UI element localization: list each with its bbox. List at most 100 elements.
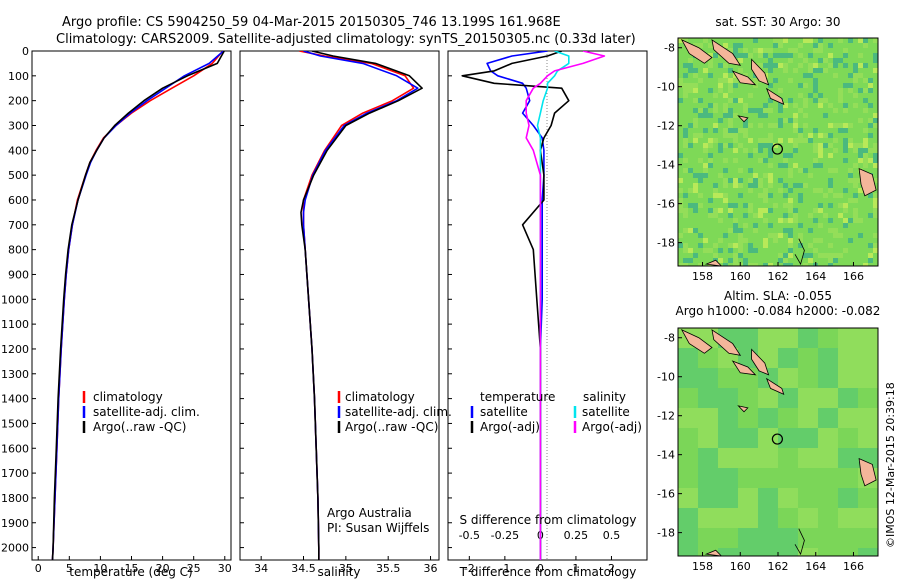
map-cell <box>863 108 868 113</box>
map-cell <box>713 103 718 108</box>
map-cell <box>843 218 848 223</box>
map-cell <box>843 53 848 58</box>
map-cell <box>693 183 698 188</box>
map-cell <box>798 408 818 428</box>
map-cell <box>783 63 788 68</box>
map-x-tick-label: 160 <box>730 270 751 283</box>
map-cell <box>758 123 763 128</box>
map-cell <box>818 388 838 408</box>
map-cell <box>678 348 698 368</box>
map-cell <box>858 88 863 93</box>
map-cell <box>838 88 843 93</box>
map-cell <box>838 488 858 508</box>
map-cell <box>863 38 868 43</box>
map-cell <box>778 188 783 193</box>
map-cell <box>838 328 858 348</box>
map-cell <box>753 248 758 253</box>
map-cell <box>788 138 793 143</box>
map-cell <box>763 108 768 113</box>
map-cell <box>788 98 793 103</box>
map-cell <box>773 123 778 128</box>
map-cell <box>798 53 803 58</box>
map-cell <box>698 78 703 83</box>
map-cell <box>828 258 833 263</box>
map-cell <box>713 193 718 198</box>
map-cell <box>838 408 858 428</box>
map-cell <box>708 53 713 58</box>
map-cell <box>723 63 728 68</box>
map-cell <box>678 488 698 508</box>
map-cell <box>728 88 733 93</box>
x-tick-label: 0 <box>35 562 42 575</box>
map-cell <box>788 203 793 208</box>
map-y-tick-label: -18 <box>657 527 675 540</box>
map-cell <box>718 428 738 448</box>
map-x-tick-label: 160 <box>730 560 751 573</box>
legend-label-argo: Argo(..raw -QC) <box>93 420 186 434</box>
map-cell <box>693 253 698 258</box>
map-cell <box>708 213 713 218</box>
map-cell <box>733 53 738 58</box>
map-cell <box>803 113 808 118</box>
map-cell <box>733 258 738 263</box>
land-shape <box>731 70 757 86</box>
map-cell <box>813 43 818 48</box>
map-cell <box>738 468 758 488</box>
salinity-panel: 34 34.5 35 35.5 36 salinity climatology sate… <box>239 50 452 579</box>
map-cell <box>868 88 873 93</box>
map-cell <box>838 233 843 238</box>
map-cell <box>688 63 693 68</box>
map-cell <box>838 448 858 468</box>
map-cell <box>728 108 733 113</box>
series-line-satellite-adj-clim- <box>51 51 225 560</box>
map-cell <box>813 83 818 88</box>
map-cell <box>838 93 843 98</box>
map-cell <box>678 38 683 43</box>
map-cell <box>698 388 718 408</box>
map-cell <box>718 208 723 213</box>
map-cell <box>768 63 773 68</box>
map-cell <box>678 548 698 556</box>
map-cell <box>853 68 858 73</box>
map-cell <box>698 263 703 266</box>
map-cell <box>728 123 733 128</box>
map-cell <box>798 223 803 228</box>
map-cell <box>758 143 763 148</box>
map-cell <box>853 63 858 68</box>
map-cell <box>768 98 773 103</box>
land-shape <box>737 405 749 413</box>
map-y-tick-label: -8 <box>664 332 675 345</box>
map-cell <box>848 138 853 143</box>
map-cell <box>723 168 728 173</box>
map-cell <box>813 148 818 153</box>
map-y-tick-label: -10 <box>657 371 675 384</box>
map-cell <box>818 153 823 158</box>
map-cell <box>788 118 793 123</box>
map-y-tick-label: -16 <box>657 488 675 501</box>
map-cell <box>778 468 798 488</box>
temperature-legend: climatology satellite-adj. clim. Argo(..… <box>82 390 200 434</box>
map-cell <box>873 153 878 158</box>
map-cell <box>773 43 778 48</box>
map-cell <box>718 488 738 508</box>
map-cell <box>768 163 773 168</box>
map-cell <box>788 153 793 158</box>
map-cell <box>803 58 808 63</box>
map-cell <box>783 53 788 58</box>
map-cell <box>698 488 718 508</box>
map-cell <box>718 528 738 548</box>
map-cell <box>718 193 723 198</box>
map-cell <box>683 93 688 98</box>
map-cell <box>698 173 703 178</box>
map-cell <box>853 183 858 188</box>
map-cell <box>818 58 823 63</box>
map-cell <box>698 468 718 488</box>
map-cell <box>868 78 873 83</box>
map-cell <box>813 63 818 68</box>
map-cell <box>863 88 868 93</box>
map-cell <box>738 488 758 508</box>
map-cell <box>768 173 773 178</box>
map-cell <box>873 163 878 168</box>
map-cell <box>848 143 853 148</box>
